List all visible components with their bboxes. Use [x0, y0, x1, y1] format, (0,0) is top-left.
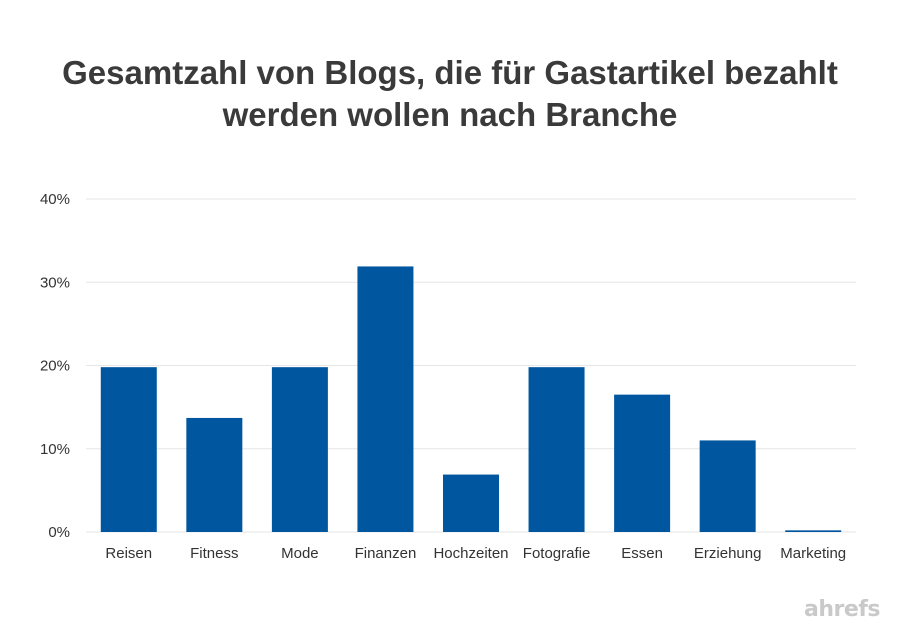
bar-marketing — [785, 530, 842, 532]
bar-fitness — [186, 417, 243, 532]
x-tick-label: Reisen — [105, 545, 152, 562]
bar-erziehung — [699, 440, 756, 532]
chart-title-line-1: Gesamtzahl von Blogs, die für Gastartike… — [62, 54, 838, 91]
x-tick-label: Marketing — [780, 545, 846, 562]
x-tick-label: Fotografie — [523, 545, 591, 562]
bar-fotografie — [528, 367, 585, 532]
x-tick-label: Erziehung — [694, 545, 762, 562]
bar-reisen — [100, 367, 157, 532]
x-tick-label: Finanzen — [355, 545, 417, 562]
chart-title: Gesamtzahl von Blogs, die für Gastartike… — [0, 52, 900, 136]
ahrefs-logo: ahrefs — [804, 597, 880, 622]
x-tick-label: Fitness — [190, 545, 238, 562]
y-tick-label: 0% — [48, 524, 70, 541]
bar-hochzeiten — [443, 474, 499, 532]
x-tick-label: Hochzeiten — [433, 545, 508, 562]
bar-finanzen — [357, 266, 414, 532]
x-tick-label: Essen — [621, 545, 663, 562]
bar-essen — [614, 394, 671, 532]
y-tick-label: 10% — [40, 441, 70, 458]
y-tick-label: 30% — [40, 274, 70, 291]
x-tick-label: Mode — [281, 545, 319, 562]
y-tick-label: 20% — [40, 358, 70, 375]
y-tick-label: 40% — [40, 191, 70, 208]
chart-title-line-2: werden wollen nach Branche — [222, 96, 678, 133]
bar-mode — [271, 367, 328, 532]
